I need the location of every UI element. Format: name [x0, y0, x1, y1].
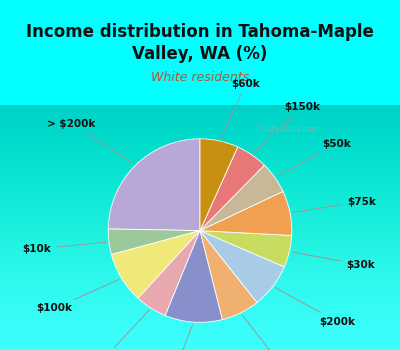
- Text: $75k: $75k: [293, 197, 376, 212]
- Wedge shape: [108, 139, 200, 231]
- Text: $100k: $100k: [36, 279, 119, 314]
- Wedge shape: [165, 231, 222, 322]
- Text: $30k: $30k: [292, 252, 374, 270]
- Wedge shape: [200, 231, 257, 320]
- Wedge shape: [200, 165, 283, 231]
- Text: $200k: $200k: [275, 288, 355, 327]
- Text: $50k: $50k: [277, 139, 351, 176]
- Text: ⓘ City-Data.com: ⓘ City-Data.com: [257, 125, 319, 134]
- Wedge shape: [200, 147, 264, 231]
- Text: > $200k: > $200k: [47, 119, 133, 164]
- Wedge shape: [108, 229, 200, 254]
- Text: $20k: $20k: [91, 310, 149, 350]
- Text: $10k: $10k: [23, 242, 106, 254]
- Text: White residents: White residents: [151, 71, 249, 84]
- Wedge shape: [112, 231, 200, 298]
- Wedge shape: [200, 231, 292, 267]
- Text: $125k: $125k: [154, 325, 192, 350]
- Wedge shape: [200, 191, 292, 236]
- Text: $40k: $40k: [242, 315, 295, 350]
- Text: $150k: $150k: [254, 102, 320, 153]
- Text: Income distribution in Tahoma-Maple
Valley, WA (%): Income distribution in Tahoma-Maple Vall…: [26, 23, 374, 63]
- Text: $60k: $60k: [220, 79, 260, 138]
- Wedge shape: [138, 231, 200, 315]
- Wedge shape: [200, 139, 238, 231]
- Wedge shape: [200, 231, 284, 302]
